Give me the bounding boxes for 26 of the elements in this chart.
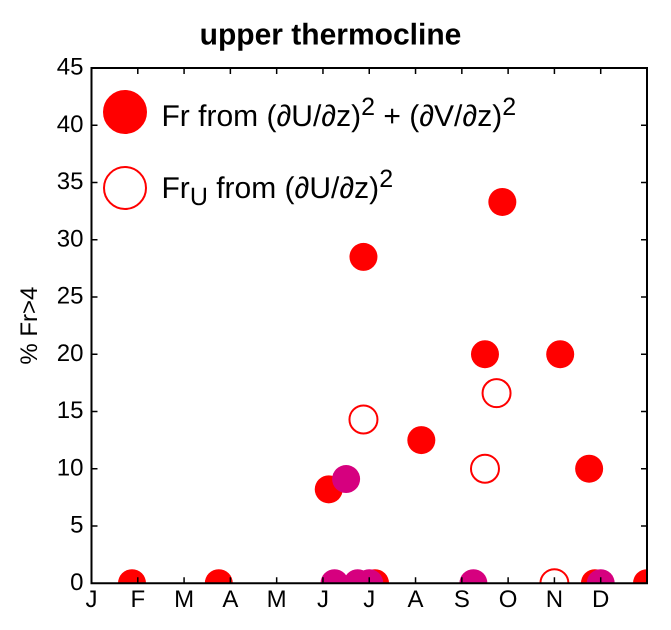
x-tick-label: D bbox=[592, 586, 610, 614]
y-axis-title: % Fr>4 bbox=[16, 286, 44, 365]
x-tick-label: O bbox=[498, 586, 518, 614]
y-tick-label: 45 bbox=[56, 54, 84, 81]
x-tick-label: J bbox=[363, 586, 376, 614]
y-tick-label: 25 bbox=[56, 282, 84, 310]
x-tick-label: J bbox=[316, 586, 329, 614]
x-tick-label: S bbox=[454, 586, 470, 614]
y-tick-label: 5 bbox=[70, 512, 84, 539]
y-tick-label: 30 bbox=[56, 225, 84, 252]
chart-title: upper thermocline bbox=[200, 18, 462, 52]
y-tick-label: 40 bbox=[56, 110, 84, 138]
x-tick-label: F bbox=[130, 586, 146, 614]
x-tick-label: N bbox=[546, 586, 564, 614]
x-tick-label: M bbox=[174, 586, 194, 614]
legend-label: Fr$_{U}$ from (∂U/∂z)$^{2}$ bbox=[161, 164, 394, 213]
x-tick-label: M bbox=[266, 586, 287, 614]
x-tick-label: J bbox=[85, 586, 98, 614]
y-tick-label: 0 bbox=[70, 568, 84, 596]
x-tick-label: A bbox=[222, 586, 238, 614]
y-tick-label: 15 bbox=[56, 397, 84, 424]
x-tick-label: A bbox=[408, 586, 424, 614]
y-tick-label: 20 bbox=[56, 340, 84, 367]
y-tick-label: 10 bbox=[56, 454, 84, 482]
y-tick-label: 35 bbox=[56, 168, 84, 196]
legend-label: Fr from (∂U/∂z)$^{2}$ + (∂V/∂z)$^{2}$ bbox=[161, 92, 516, 135]
